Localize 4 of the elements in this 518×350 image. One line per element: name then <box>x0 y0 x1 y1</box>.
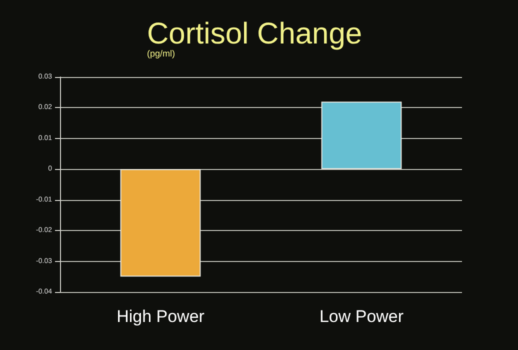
chart-title: Cortisol Change <box>147 18 362 50</box>
x-tick-label: High Power <box>116 307 205 326</box>
chart-subtitle: (pg/ml) <box>147 48 176 58</box>
x-tick-label: Low Power <box>319 307 404 326</box>
